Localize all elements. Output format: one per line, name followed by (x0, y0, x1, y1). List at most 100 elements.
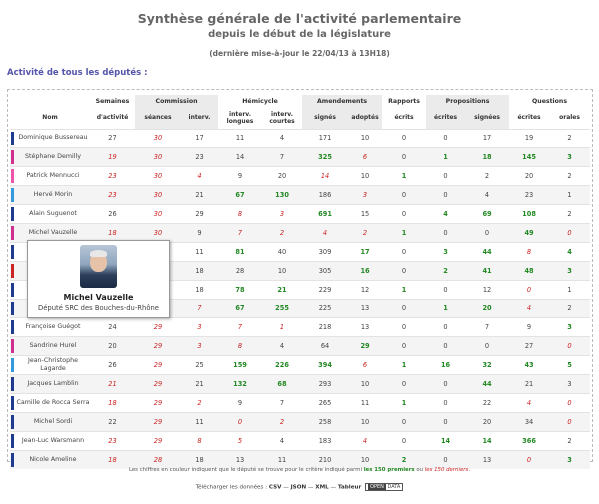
deputy-name[interactable]: Patrick Mennucci (26, 172, 80, 180)
deputy-name-cell[interactable]: Françoise Guégot (10, 317, 90, 337)
table-row[interactable]: Alain Suguenot 26 30 29 8 3 691 15 0 4 69 108 2 (10, 204, 591, 224)
deputy-name-cell[interactable]: Patrick Mennucci (10, 166, 90, 186)
stat-cell: 394 (302, 355, 349, 375)
col-group-questions[interactable]: Questions (509, 95, 591, 107)
col-ecrits[interactable]: écrits (394, 114, 414, 122)
deputy-name[interactable]: Jacques Lamblin (27, 380, 79, 388)
deputy-name-cell[interactable]: Sandrine Hurel (10, 336, 90, 356)
deputy-tooltip: Michel Vauzelle Député SRC des Bouches-d… (27, 240, 170, 318)
deputy-name[interactable]: Camille de Rocca Serra (16, 398, 90, 406)
download-xml-link[interactable]: XML (315, 484, 329, 491)
table-row[interactable]: Michel Sordi 22 29 11 0 2 258 10 0 0 20 34 0 (10, 411, 591, 432)
col-group-rapports[interactable]: Rapports (382, 95, 427, 107)
stat-cell: 0 (426, 185, 466, 205)
deputy-name[interactable]: Alain Suguenot (29, 210, 77, 217)
table-row[interactable]: Jean-Christophe Lagarde 26 29 25 159 226 394 6 1… (10, 355, 591, 375)
col-interv-courtes[interactable]: interv. courtes (269, 110, 295, 125)
page-subtitle: depuis le début de la législature (208, 29, 391, 40)
col-interv-longues[interactable]: interv. longues (226, 110, 254, 125)
stat-cell: 10 (348, 374, 383, 394)
table-row[interactable]: Nicole Ameline 18 28 18 13 11 210 10 2 0 13 0 3 (10, 449, 591, 470)
stat-cell: 64 (302, 336, 349, 356)
stat-cell: 1 (549, 279, 591, 300)
table-row[interactable]: 11 81 40 309 17 0 3 44 8 4 (10, 241, 591, 262)
col-orales[interactable]: orales (559, 114, 580, 122)
download-csv-link[interactable]: CSV (268, 484, 282, 491)
col-signees[interactable]: signées (465, 107, 510, 129)
stat-cell: 28 (218, 260, 263, 281)
stat-cell: 0 (426, 128, 466, 148)
stat-cell: 17 (181, 128, 219, 148)
table-row[interactable]: Camille de Rocca Serra 18 29 2 9 7 265 11 1 0 22 4 0 (10, 392, 591, 413)
table-row[interactable]: Françoise Guégot 24 29 3 7 1 218 13 0 0 7 9 3 (10, 317, 591, 337)
deputy-name[interactable]: Stéphane Demilly (25, 153, 81, 161)
deputy-name[interactable]: Jean-Christophe Lagarde (27, 357, 79, 373)
col-seances[interactable]: séances (135, 107, 181, 129)
deputy-name[interactable]: Nicole Ameline (29, 455, 77, 463)
download-json-link[interactable]: JSON (290, 484, 307, 491)
download-tableur-link[interactable]: Tableur (337, 484, 362, 491)
col-group-semaines[interactable]: Semaines (90, 95, 135, 107)
stat-cell: 28 (135, 449, 181, 470)
stat-cell: 4 (302, 222, 349, 243)
stat-cell: 41 (465, 260, 510, 281)
deputy-name-cell[interactable]: Hervé Morin (10, 185, 90, 205)
stat-cell: 3 (549, 449, 591, 470)
col-q-ecrites[interactable]: écrites (517, 114, 541, 122)
stat-cell: 20 (465, 298, 510, 318)
col-activite[interactable]: d'activité (96, 114, 129, 122)
table-row[interactable]: Jean-Luc Warsmann 23 29 8 5 4 183 4 0 14 14 366 2 (10, 430, 591, 451)
party-color-marker (11, 358, 14, 373)
col-group-propositions[interactable]: Propositions (426, 95, 510, 107)
deputy-name[interactable]: Michel Vauzelle (28, 228, 78, 236)
deputy-name[interactable]: Jean-Luc Warsmann (21, 436, 85, 444)
stat-cell: 11 (218, 128, 263, 148)
table-row[interactable]: Hervé Morin 23 30 21 67 130 186 3 0 0 4 23 1 (10, 185, 591, 205)
stat-cell: 1 (382, 222, 427, 243)
stat-cell: 3 (262, 204, 303, 224)
stat-cell: 68 (262, 374, 303, 394)
deputy-name[interactable]: Michel Sordi (33, 417, 73, 425)
table-row[interactable]: Stéphane Demilly 19 30 23 14 7 325 6 0 1 18 145 3 (10, 147, 591, 167)
table-row[interactable]: Dominique Bussereau 27 30 17 11 4 171 10 0 0 17 19 2 (10, 128, 591, 148)
stat-cell: 26 (90, 204, 135, 224)
deputy-name-cell[interactable]: Camille de Rocca Serra (10, 392, 90, 413)
deputy-name-cell[interactable]: Michel Vauzelle (10, 222, 90, 243)
col-group-amendements[interactable]: Amendements (302, 95, 383, 107)
deputy-name-cell[interactable]: Jean-Luc Warsmann (10, 430, 90, 451)
col-group-hemicycle[interactable]: Hémicycle (218, 95, 303, 107)
deputy-name-cell[interactable]: Stéphane Demilly (10, 147, 90, 167)
stat-cell: 5 (218, 430, 263, 451)
col-interv[interactable]: interv. (181, 107, 219, 129)
deputy-name-cell[interactable]: Jacques Lamblin (10, 374, 90, 394)
update-timestamp: (dernière mise-à-jour le 22/04/13 à 13H1… (209, 49, 390, 58)
open-data-badge[interactable]: OPEN DATA (365, 483, 404, 491)
table-row[interactable]: Jacques Lamblin 21 29 21 132 68 293 10 0 0 44 21 3 (10, 374, 591, 394)
deputy-name-cell[interactable]: Michel Sordi (10, 411, 90, 432)
deputy-name[interactable]: Dominique Bussereau (18, 134, 88, 142)
stat-cell: 1 (426, 147, 466, 167)
deputy-name[interactable]: Hervé Morin (33, 191, 73, 199)
table-row[interactable]: Michel Vauzelle 18 30 9 7 2 4 2 1 0 0 49 0 (10, 222, 591, 243)
col-group-commission[interactable]: Commission (135, 95, 219, 107)
deputy-name-cell[interactable]: Jean-Christophe Lagarde (10, 355, 90, 375)
deputy-name-cell[interactable]: Alain Suguenot (10, 204, 90, 224)
deputy-name[interactable]: Sandrine Hurel (29, 342, 77, 350)
stat-cell: 6 (348, 147, 383, 167)
col-ecrites[interactable]: écrites (426, 107, 466, 129)
stat-cell: 21 (181, 185, 219, 205)
deputy-name[interactable]: Françoise Guégot (25, 323, 81, 331)
download-separator: — (283, 484, 289, 491)
table-row[interactable]: Sandrine Hurel 20 29 3 8 4 64 29 0 0 0 27 0 (10, 336, 591, 356)
col-nom[interactable]: Nom (42, 114, 58, 122)
col-signes[interactable]: signés (302, 107, 349, 129)
table-row[interactable]: Patrick Mennucci 23 30 4 9 20 14 10 1 0 2 20 2 (10, 166, 591, 186)
stat-cell: 14 (302, 166, 349, 186)
deputy-name-cell[interactable]: Dominique Bussereau (10, 128, 90, 148)
stat-cell: 22 (90, 411, 135, 432)
stat-cell: 18 (181, 449, 219, 470)
download-bar: Télécharger les données : CSV — JSON — X… (0, 483, 599, 491)
deputy-name-cell[interactable]: Nicole Ameline (10, 449, 90, 470)
col-adoptes[interactable]: adoptés (348, 107, 383, 129)
stat-cell: 20 (509, 166, 550, 186)
